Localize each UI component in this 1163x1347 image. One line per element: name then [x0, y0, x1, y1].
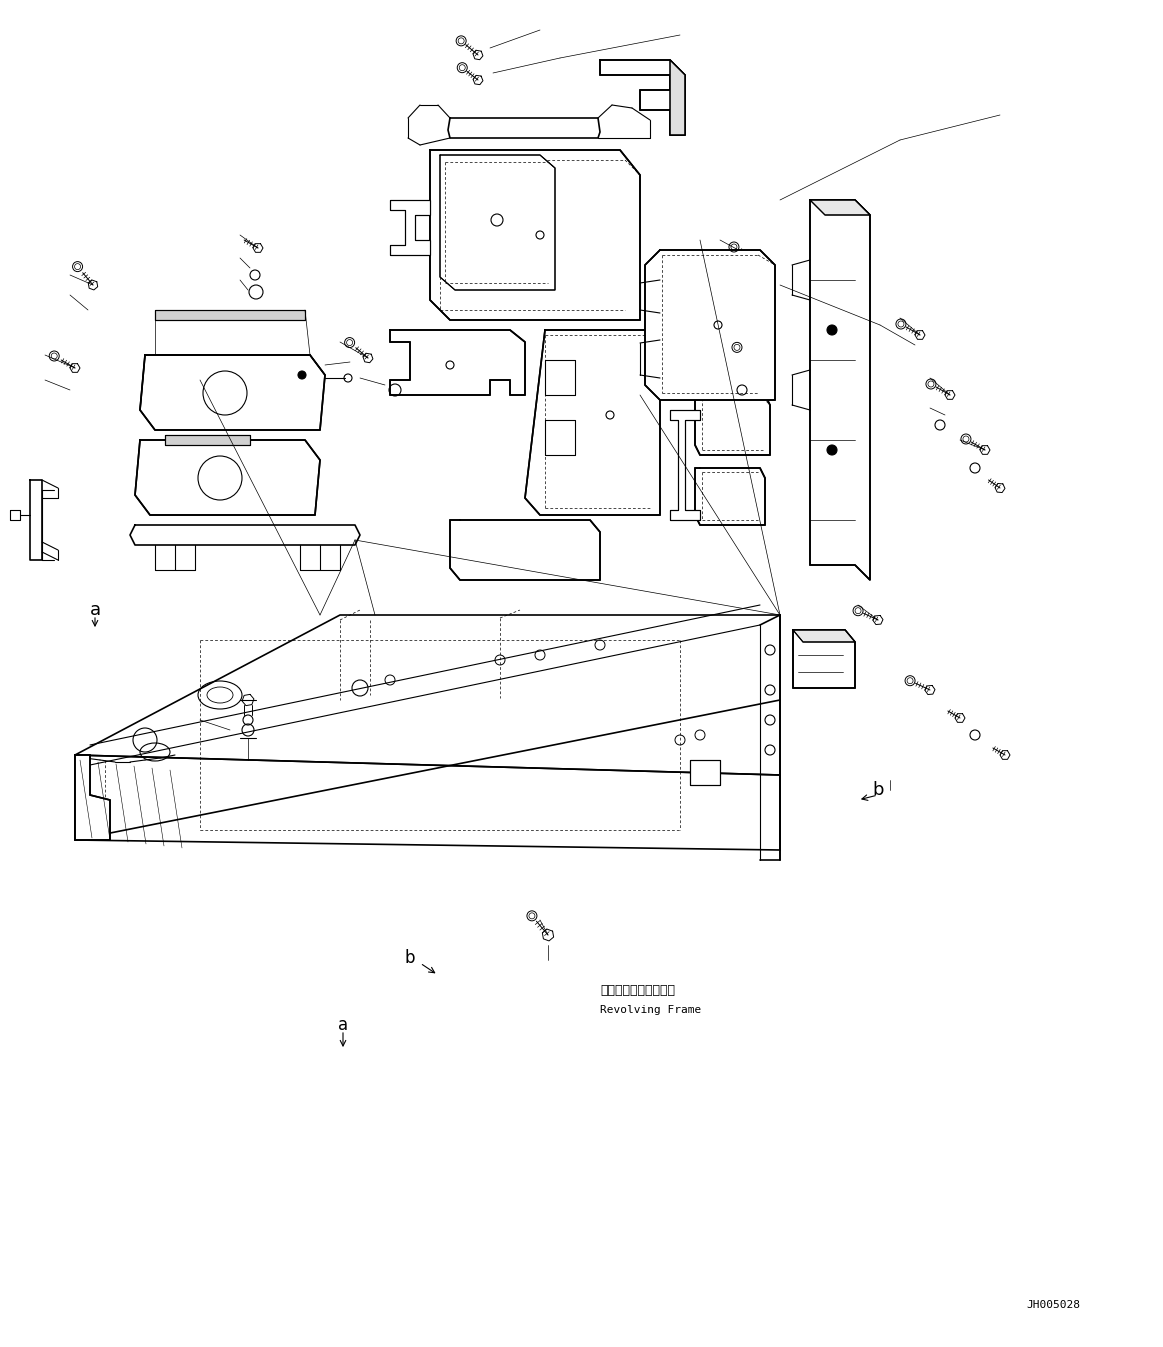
Polygon shape [695, 467, 765, 525]
Text: Revolving Frame: Revolving Frame [600, 1005, 701, 1016]
Text: a: a [90, 601, 100, 620]
Polygon shape [430, 150, 640, 321]
Text: b: b [405, 950, 415, 967]
Polygon shape [74, 756, 110, 841]
Polygon shape [600, 61, 685, 135]
Polygon shape [809, 199, 870, 581]
Polygon shape [525, 330, 659, 515]
Text: レボルビングフレーム: レボルビングフレーム [600, 983, 675, 997]
Polygon shape [645, 251, 775, 400]
Circle shape [827, 445, 837, 455]
Polygon shape [670, 409, 700, 520]
Polygon shape [440, 155, 555, 290]
Text: JH005028: JH005028 [1026, 1300, 1080, 1311]
Polygon shape [690, 760, 720, 785]
Polygon shape [390, 199, 430, 255]
Text: a: a [338, 1016, 348, 1034]
Polygon shape [135, 440, 320, 515]
Circle shape [298, 370, 306, 379]
Polygon shape [793, 630, 855, 688]
Polygon shape [695, 395, 770, 455]
Polygon shape [793, 630, 855, 643]
Polygon shape [165, 435, 250, 445]
Text: b: b [872, 781, 884, 799]
Polygon shape [140, 356, 324, 430]
Circle shape [827, 325, 837, 335]
Polygon shape [390, 330, 525, 395]
Polygon shape [450, 520, 600, 581]
Polygon shape [809, 199, 870, 216]
Polygon shape [155, 310, 305, 321]
Polygon shape [670, 61, 685, 135]
